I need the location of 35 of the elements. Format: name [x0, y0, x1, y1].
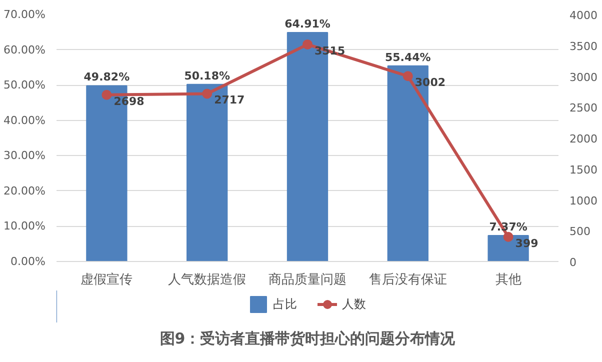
y-tick-label: 40.00% [4, 114, 46, 127]
x-tick-label: 售后没有保证 [368, 272, 447, 288]
point [302, 39, 312, 50]
y2-tick-label: 3000 [570, 70, 598, 84]
y2-tick-label: 500 [570, 225, 590, 238]
text: 图9：受访者直播带货时担心的问题分布情况 [160, 330, 456, 348]
x-tick-label: 其他 [495, 272, 522, 288]
y-tick-label: 20.00% [4, 184, 46, 198]
y-tick-label: 70.00% [4, 8, 46, 21]
data-label: 50.18% [184, 69, 230, 82]
y-tick-label: 0.00% [10, 255, 46, 268]
y2-tick-label: 3500 [570, 40, 598, 53]
data-label: 49.82% [84, 70, 130, 84]
y-tick-label: 30.00% [4, 149, 46, 162]
y-tick-label: 50.00% [4, 78, 46, 92]
data-label: 64.91% [284, 17, 330, 30]
legend-label: 占比 [273, 296, 297, 312]
point [402, 71, 413, 82]
x-tick-label: 商品质量问题 [268, 272, 346, 288]
x-tick-label: 人气数据造假 [168, 272, 246, 288]
point [503, 232, 514, 242]
y2-tick-label: 4000 [570, 9, 598, 22]
point [202, 88, 212, 99]
y-tick-label: 10.00% [4, 220, 46, 233]
y2-tick-label: 1000 [570, 194, 598, 208]
y-tick-label: 60.00% [4, 43, 46, 56]
y2-tick-label: 1500 [570, 163, 598, 176]
data-label: 3515 [314, 44, 346, 58]
x-tick-label: 虚假宣传 [80, 272, 133, 288]
point [102, 90, 112, 100]
legend-label: 人数 [342, 296, 366, 312]
data-label: 55.44% [384, 50, 431, 64]
y2-tick-label: 2000 [570, 132, 598, 146]
y2-tick-label: 0 [570, 256, 576, 269]
y2-tick-label: 2500 [570, 102, 598, 115]
